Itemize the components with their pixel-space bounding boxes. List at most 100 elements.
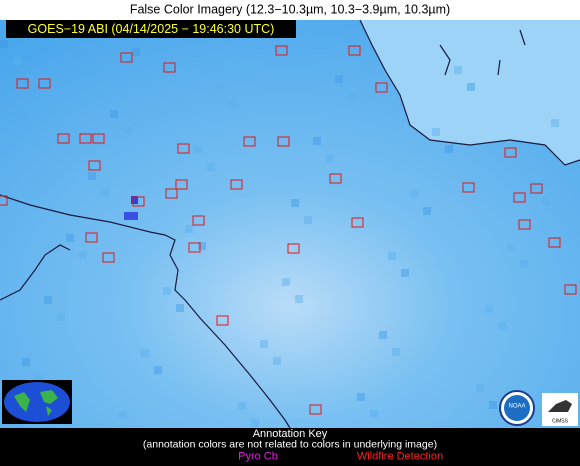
pixel [79,251,87,259]
pixel [520,260,528,268]
noaa-logo: NOAA [499,390,535,426]
wildfire-box [120,52,133,63]
wildfire-box [348,45,361,56]
hot-pixel [131,196,138,204]
continents [14,390,58,416]
pixel [238,402,246,410]
logo-text: NOAA [508,404,525,410]
wildfire-box [177,143,190,154]
pixel [132,48,140,56]
pixel [282,278,290,286]
pixel [507,243,515,251]
pixel [154,366,162,374]
title-bar [0,0,580,20]
pixel [66,234,74,242]
pixel [123,127,131,135]
wildfire-box [504,147,517,158]
key-item: Pyro Cb [238,450,278,462]
wildfire-box [165,188,178,199]
pixel [101,189,109,197]
key-panel [0,428,580,466]
pixel [348,92,356,100]
wildfire-box [275,45,288,56]
pixel [216,84,224,92]
globe [4,382,70,422]
pixel [445,145,453,153]
wildfire-box [188,242,201,253]
logo-core [504,395,530,421]
wildfire-box [375,82,388,93]
pixel [313,137,321,145]
pixel [423,207,431,215]
pixel [529,181,537,189]
pixel [0,40,8,48]
timestamp: GOES−19 ABI (04/14/2025 − 19:46:30 UTC) [28,22,275,36]
wildfire-box [329,173,342,184]
wildfire-box [102,252,115,263]
pixel [260,340,268,348]
wildfire-box [243,136,256,147]
pixel [57,313,65,321]
pixel [163,287,171,295]
wildfire-box [277,136,290,147]
pixel [198,242,206,250]
wildfire-box [309,404,322,415]
pixel [498,322,506,330]
pixel [88,172,96,180]
wildfire-box [16,78,29,89]
pixel [110,110,118,118]
wildfire-box [79,133,92,144]
pixel [251,419,259,427]
wildfire-box [132,196,145,207]
wildfire-box [462,182,475,193]
pixel [4,136,12,144]
pixel [432,128,440,136]
wildfire-box [287,243,300,254]
pixel [35,375,43,383]
wildfire-box [351,217,364,228]
pixel [304,216,312,224]
coastline [359,19,580,166]
pixel [22,358,30,366]
wildfire-box [530,183,543,194]
pixel [291,199,299,207]
detections [0,40,577,427]
pixel [273,357,281,365]
pixel [335,75,343,83]
wildfire-box [92,133,105,144]
wildfire-box [57,133,70,144]
coastline [0,244,71,301]
hot-pixel [131,212,138,220]
coastline [0,194,291,429]
wildfire-box [175,179,188,190]
wildfire-box [0,195,8,206]
pixel [410,190,418,198]
pixel [44,296,52,304]
pixel [370,410,378,418]
wildfire-box [163,62,176,73]
pixel [176,304,184,312]
island [439,29,526,76]
pixel [26,74,34,82]
wildfire-box [513,192,526,203]
pixel [392,348,400,356]
wildfire-box [85,232,98,243]
pixel [141,349,149,357]
pixel [467,83,475,91]
pixel [476,384,484,392]
pixel [542,198,550,206]
pixel [207,163,215,171]
pixel [13,57,21,65]
wildfire-box [38,78,51,89]
wildfire-box [518,219,531,230]
pixel [489,401,497,409]
pixel [229,101,237,109]
key-title: Annotation Key [253,428,328,440]
logo-shape [548,400,572,412]
pixel [454,66,462,74]
pixel [185,225,193,233]
timestamp-box [6,20,296,38]
hot-pixel [124,212,131,220]
wildfire-box [230,179,243,190]
